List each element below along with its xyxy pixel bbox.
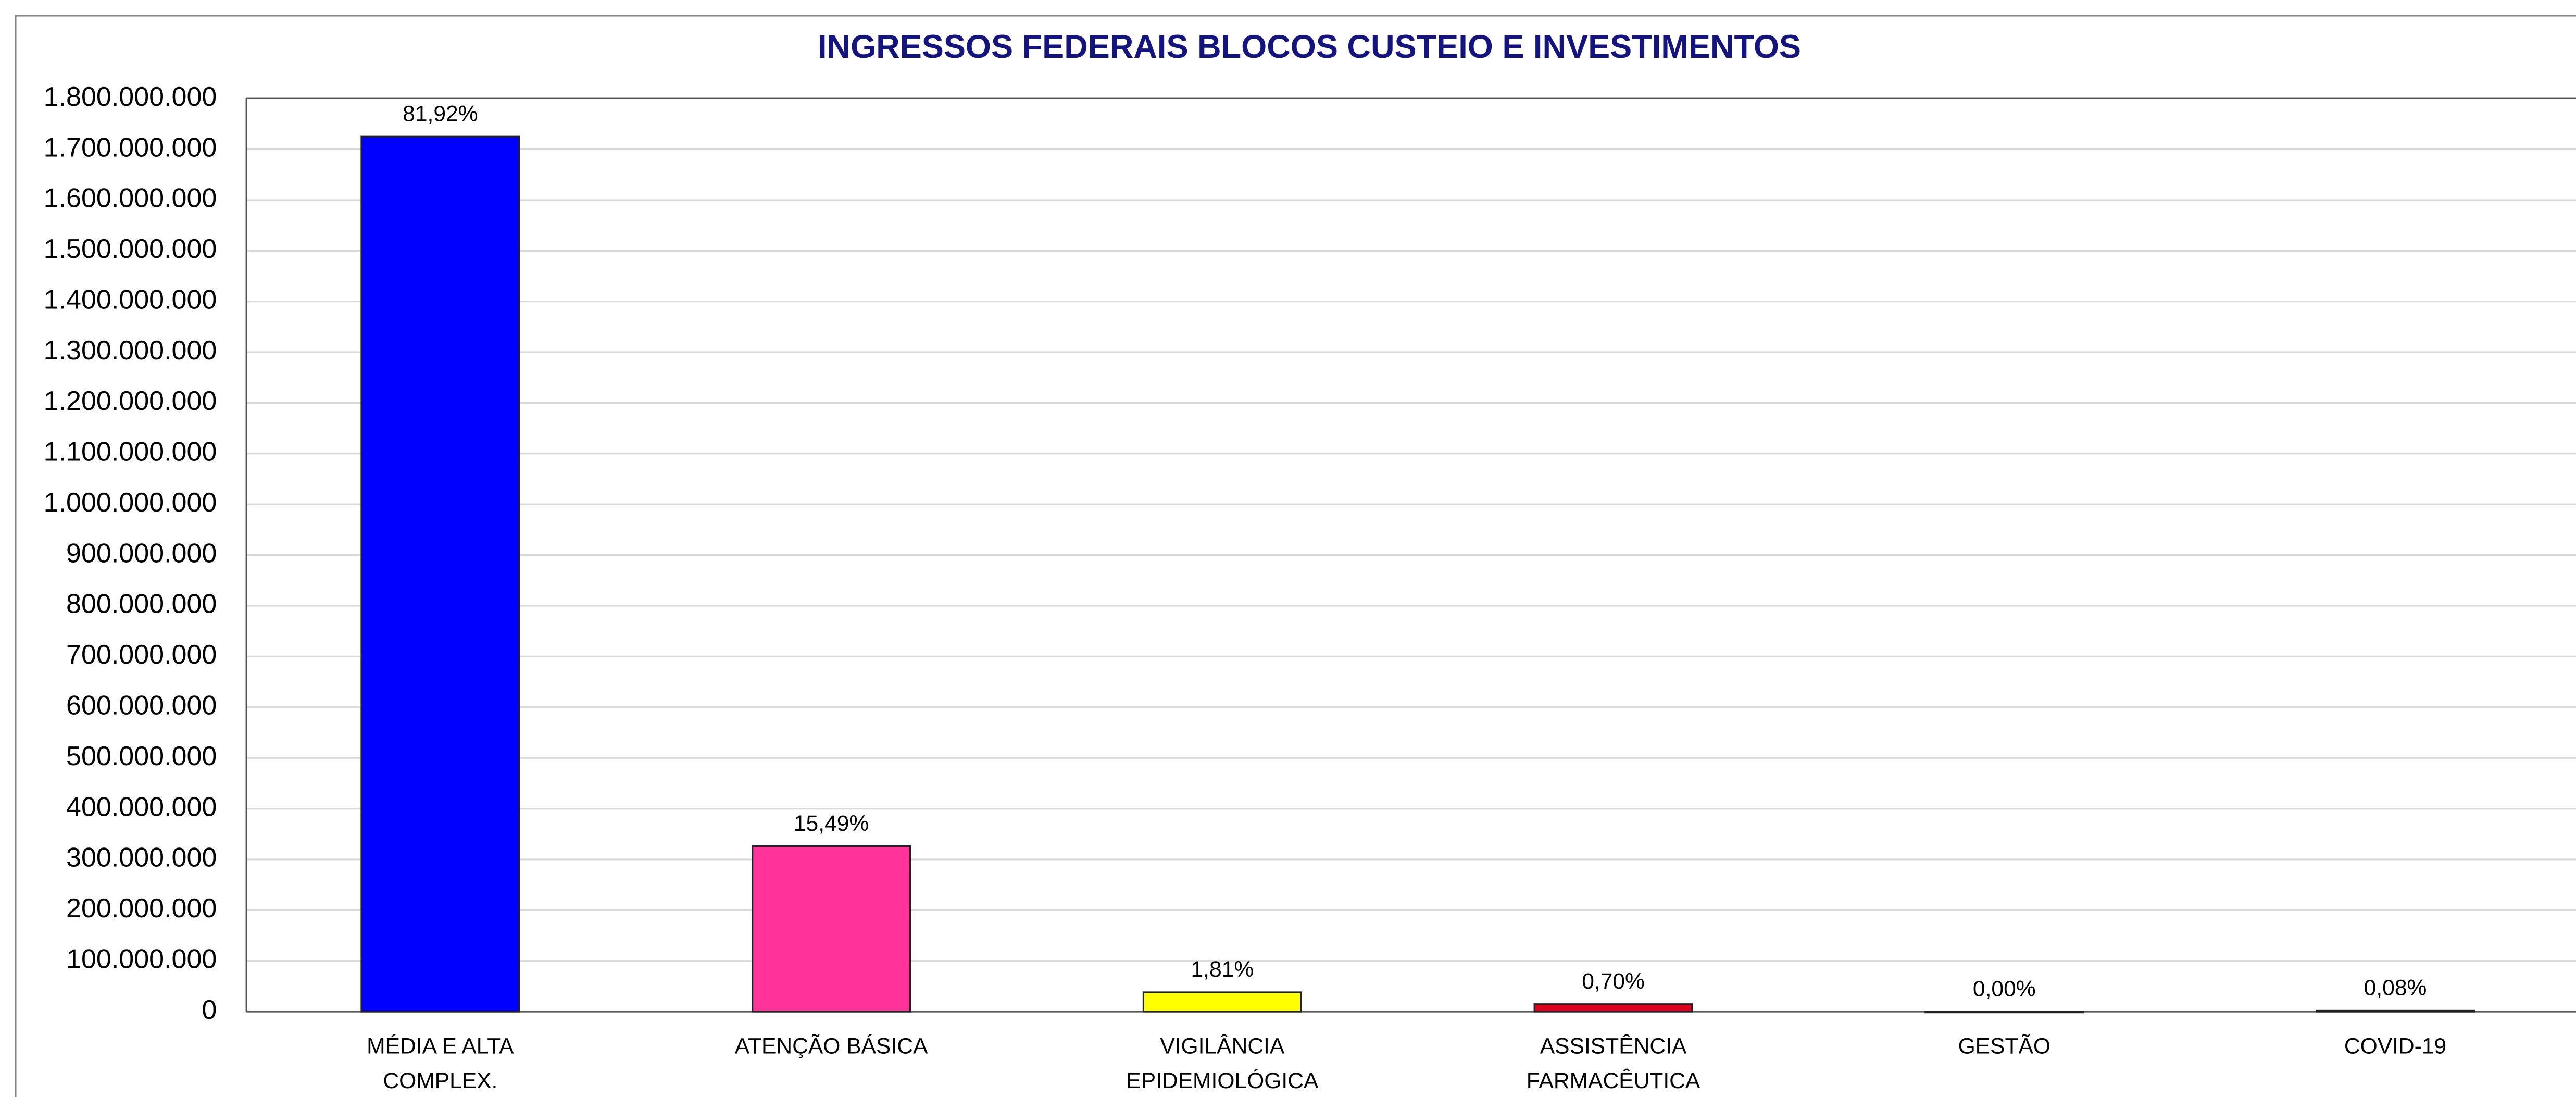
y-tick-label: 700.000.000 [66, 640, 217, 670]
chart-title: INGRESSOS FEDERAIS BLOCOS CUSTEIO E INVE… [818, 29, 1801, 65]
y-tick-label: 800.000.000 [66, 589, 217, 619]
y-tick-label: 1.700.000.000 [44, 132, 217, 163]
bar [360, 135, 520, 1013]
y-tick-label: 900.000.000 [66, 538, 217, 568]
x-tick-label: VIGILÂNCIA [1160, 1034, 1285, 1059]
value-label: 0,00% [1973, 976, 2036, 1001]
y-tick-label: 200.000.000 [66, 893, 217, 924]
bar [1142, 991, 1302, 1013]
bar [752, 845, 911, 1013]
bar [1924, 1011, 2084, 1014]
y-tick-label: 1.800.000.000 [44, 82, 217, 112]
y-tick-label: 300.000.000 [66, 843, 217, 873]
y-tick-label: 1.300.000.000 [44, 335, 217, 366]
bar [2316, 1009, 2475, 1013]
value-label: 81,92% [403, 101, 478, 126]
y-tick-label: 100.000.000 [66, 944, 217, 974]
y-tick-label: 0 [202, 995, 217, 1025]
value-label: 15,49% [794, 811, 869, 836]
bar [1533, 1003, 1693, 1013]
value-label: 0,08% [2364, 976, 2427, 1001]
x-tick-label: FARMACÊUTICA [1527, 1068, 1700, 1093]
y-tick-label: 1.500.000.000 [44, 234, 217, 264]
y-tick-label: 1.000.000.000 [44, 488, 217, 518]
y-tick-label: 1.400.000.000 [44, 284, 217, 315]
y-tick-label: 600.000.000 [66, 691, 217, 721]
x-tick-label: COMPLEX. [383, 1068, 497, 1093]
x-tick-label: GESTÃO [1958, 1034, 2050, 1059]
y-tick-label: 400.000.000 [66, 792, 217, 822]
value-label: 1,81% [1191, 957, 1254, 982]
x-tick-label: COVID-19 [2344, 1034, 2446, 1059]
x-tick-label: EPIDEMIOLÓGICA [1126, 1068, 1319, 1093]
y-tick-label: 500.000.000 [66, 741, 217, 771]
y-tick-label: 1.100.000.000 [44, 437, 217, 467]
y-tick-label: 1.600.000.000 [44, 183, 217, 214]
x-tick-label: ATENÇÃO BÁSICA [735, 1034, 928, 1059]
x-tick-label: MÉDIA E ALTA [367, 1034, 514, 1059]
value-label: 0,70% [1582, 969, 1645, 994]
x-tick-label: ASSISTÊNCIA [1540, 1034, 1687, 1059]
y-tick-label: 1.200.000.000 [44, 386, 217, 416]
